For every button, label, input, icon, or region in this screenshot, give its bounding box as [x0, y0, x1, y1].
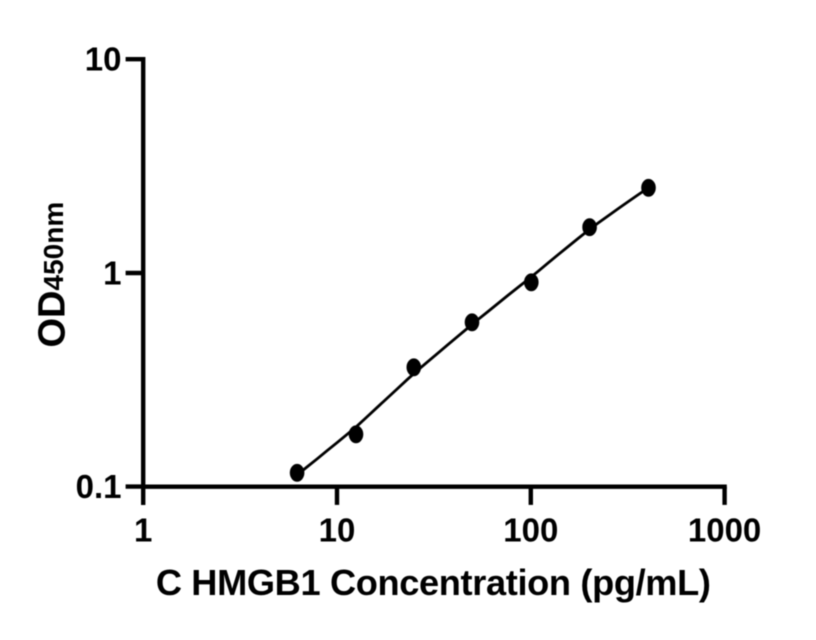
svg-text:0.1: 0.1 — [76, 468, 122, 505]
svg-text:OD450nm: OD450nm — [31, 202, 73, 348]
svg-text:1: 1 — [103, 255, 121, 292]
svg-text:1: 1 — [134, 512, 152, 549]
svg-text:1000: 1000 — [688, 512, 761, 549]
svg-text:10: 10 — [319, 512, 356, 549]
svg-text:C HMGB1 Concentration (pg/mL): C HMGB1 Concentration (pg/mL) — [156, 562, 711, 603]
svg-text:10: 10 — [85, 41, 122, 78]
svg-text:100: 100 — [503, 512, 558, 549]
